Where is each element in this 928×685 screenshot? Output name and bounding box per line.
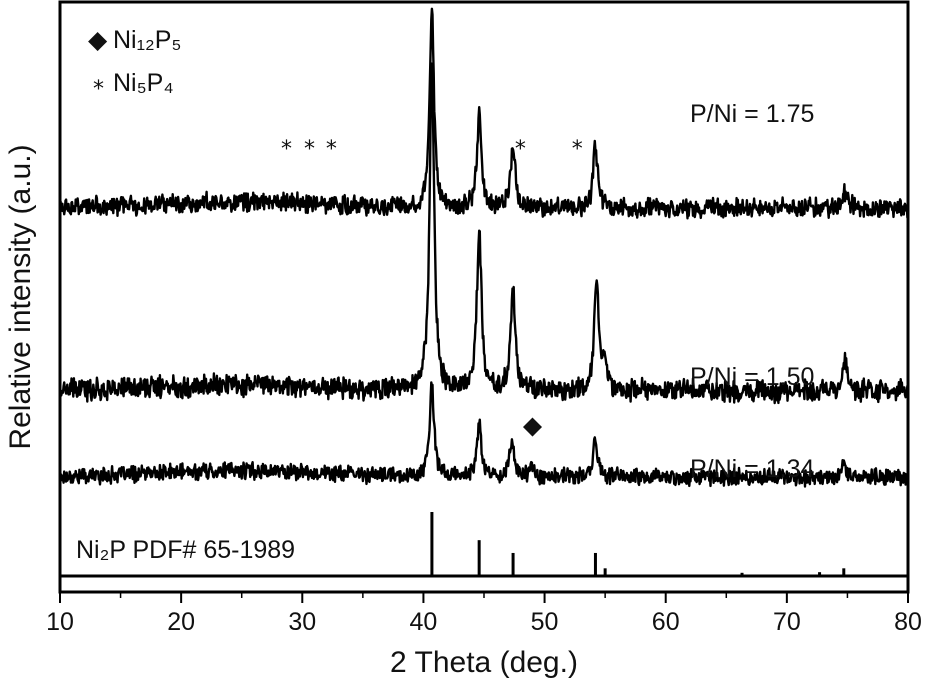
legend-label-ni5p4: Ni₅P₄ <box>113 69 174 97</box>
series-label-1-75: P/Ni = 1.75 <box>690 100 814 128</box>
x-tick-label: 60 <box>652 608 680 636</box>
series-label-1-34: P/Ni = 1.34 <box>690 455 814 483</box>
phase-markers: * * * * * ◆ <box>281 137 583 440</box>
ni5p4-marker: * <box>281 137 292 162</box>
series-label-1-50: P/Ni = 1.50 <box>690 363 814 391</box>
ni5p4-marker: * <box>515 137 526 162</box>
x-axis-ticks <box>59 592 909 603</box>
series-traces <box>58 7 910 488</box>
plot-frame <box>58 0 910 594</box>
reference-label: Ni₂P PDF# 65-1989 <box>76 536 295 564</box>
x-axis-tick-labels: 10 20 30 40 50 60 70 80 <box>46 608 922 636</box>
x-tick-label: 80 <box>894 608 922 636</box>
series-trace-134 <box>59 381 910 488</box>
ni5p4-marker: * <box>326 137 337 162</box>
ni5p4-marker: * <box>304 137 315 162</box>
legend-label-ni12p5: Ni₁₂P₅ <box>113 26 182 54</box>
reference-sticks <box>430 512 846 576</box>
x-tick-label: 70 <box>773 608 801 636</box>
x-tick-label: 40 <box>410 608 438 636</box>
x-tick-label: 30 <box>288 608 316 636</box>
ni5p4-marker: * <box>572 137 583 162</box>
x-tick-label: 50 <box>531 608 559 636</box>
series-trace-175 <box>58 7 910 220</box>
ni12p5-marker: ◆ <box>523 412 543 440</box>
legend-symbol-ni12p5: ◆ <box>88 26 108 54</box>
legend: ◆ Ni₁₂P₅ * Ni₅P₄ <box>88 26 182 102</box>
series-trace-150 <box>58 62 910 405</box>
x-tick-label: 10 <box>46 608 74 636</box>
x-tick-label: 20 <box>167 608 195 636</box>
y-axis-title: Relative intensity (a.u.) <box>4 144 37 449</box>
x-axis-title: 2 Theta (deg.) <box>390 646 578 679</box>
legend-symbol-ni5p4: * <box>93 77 104 102</box>
